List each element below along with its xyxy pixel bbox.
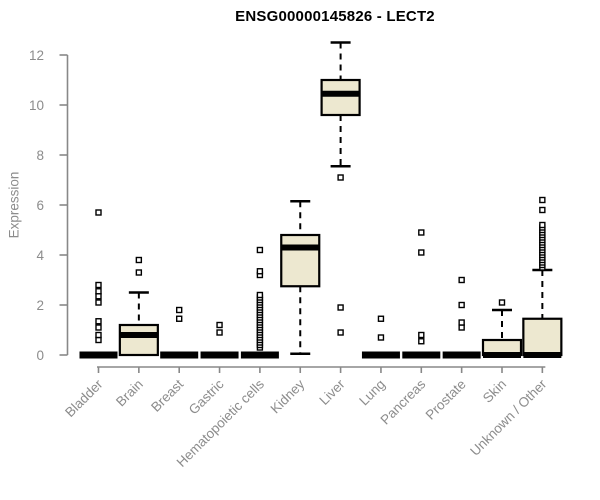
outlier-point xyxy=(256,246,264,254)
outlier-point xyxy=(256,291,264,299)
outlier-point xyxy=(337,329,344,336)
outlier-point xyxy=(458,276,465,284)
outlier-point xyxy=(95,209,102,216)
x-category-label-pancreas: Pancreas xyxy=(377,376,428,427)
box-brain xyxy=(118,256,159,357)
median-line xyxy=(483,352,521,358)
outlier-point xyxy=(256,268,264,275)
x-category-label-lung: Lung xyxy=(356,377,388,409)
y-tick-label: 0 xyxy=(36,348,44,363)
box-skin xyxy=(481,299,523,358)
outlier-point xyxy=(418,249,425,256)
outlier-point xyxy=(337,174,344,181)
x-category-label-skin: Skin xyxy=(480,377,509,406)
x-category-label-bladder: Bladder xyxy=(62,376,106,420)
outlier-point xyxy=(418,229,425,236)
y-tick-label: 12 xyxy=(29,48,44,63)
median-line xyxy=(523,352,562,358)
median-line xyxy=(281,244,320,251)
x-category-label-liver: Liver xyxy=(316,376,348,408)
box-gastric xyxy=(200,321,239,359)
outlier-point xyxy=(135,269,143,276)
collapsed-box xyxy=(240,351,279,359)
box-rect xyxy=(522,317,563,357)
outlier-point xyxy=(539,206,546,214)
x-category-label-unknown-other: Unknown / Other xyxy=(467,376,550,459)
x-category-label-kidney: Kidney xyxy=(268,376,308,416)
y-tick-label: 2 xyxy=(36,298,44,313)
box-liver xyxy=(320,41,361,336)
y-tick-label: 6 xyxy=(36,198,44,213)
outlier-point xyxy=(418,338,425,345)
outlier-point xyxy=(458,319,465,326)
chart-title: ENSG00000145826 - LECT2 xyxy=(235,8,435,25)
median-line xyxy=(321,90,360,97)
box-rect xyxy=(320,78,361,117)
outlier-point xyxy=(498,299,506,306)
box-rect xyxy=(118,323,159,357)
box-prostate xyxy=(442,276,481,359)
x-category-label-breast: Breast xyxy=(148,376,186,414)
median-line xyxy=(119,332,158,338)
x-category-label-prostate: Prostate xyxy=(423,377,469,423)
outlier-point xyxy=(95,331,102,339)
collapsed-box xyxy=(200,351,239,359)
outlier-point xyxy=(377,315,385,322)
box-lung xyxy=(361,315,400,359)
outlier-point xyxy=(175,306,183,314)
y-tick-label: 4 xyxy=(36,248,44,263)
outlier-point xyxy=(95,281,102,289)
box-bladder xyxy=(79,209,118,359)
outlier-point xyxy=(418,331,425,339)
collapsed-box xyxy=(79,351,118,359)
outlier-point xyxy=(175,315,183,322)
box-pancreas xyxy=(402,229,441,359)
box-rect xyxy=(280,233,321,288)
outlier-point xyxy=(95,324,102,331)
collapsed-box xyxy=(361,351,400,359)
box-unknown-other xyxy=(522,196,563,358)
x-category-label-brain: Brain xyxy=(113,377,146,410)
outlier-point xyxy=(95,336,102,344)
collapsed-box xyxy=(442,351,481,359)
box-breast xyxy=(160,306,199,359)
outlier-point xyxy=(95,318,102,325)
outlier-point xyxy=(216,329,223,336)
outlier-point xyxy=(337,304,344,311)
outlier-point xyxy=(539,221,546,229)
y-tick-label: 10 xyxy=(29,98,44,113)
outlier-point xyxy=(458,324,465,331)
collapsed-box xyxy=(160,351,199,359)
y-tick-label: 8 xyxy=(36,148,44,163)
collapsed-box xyxy=(402,351,441,359)
outlier-point xyxy=(95,288,102,295)
outlier-point xyxy=(95,293,102,300)
outlier-point xyxy=(135,256,143,264)
outlier-point xyxy=(539,196,546,204)
outlier-point xyxy=(377,334,385,341)
box-kidney xyxy=(280,200,321,355)
outlier-point xyxy=(216,321,223,329)
y-axis: 0 2 4 6 8 10 12 xyxy=(29,48,69,363)
box-hematopoietic-cells xyxy=(240,246,279,359)
outlier-point xyxy=(95,299,102,306)
outlier-point xyxy=(458,301,465,309)
